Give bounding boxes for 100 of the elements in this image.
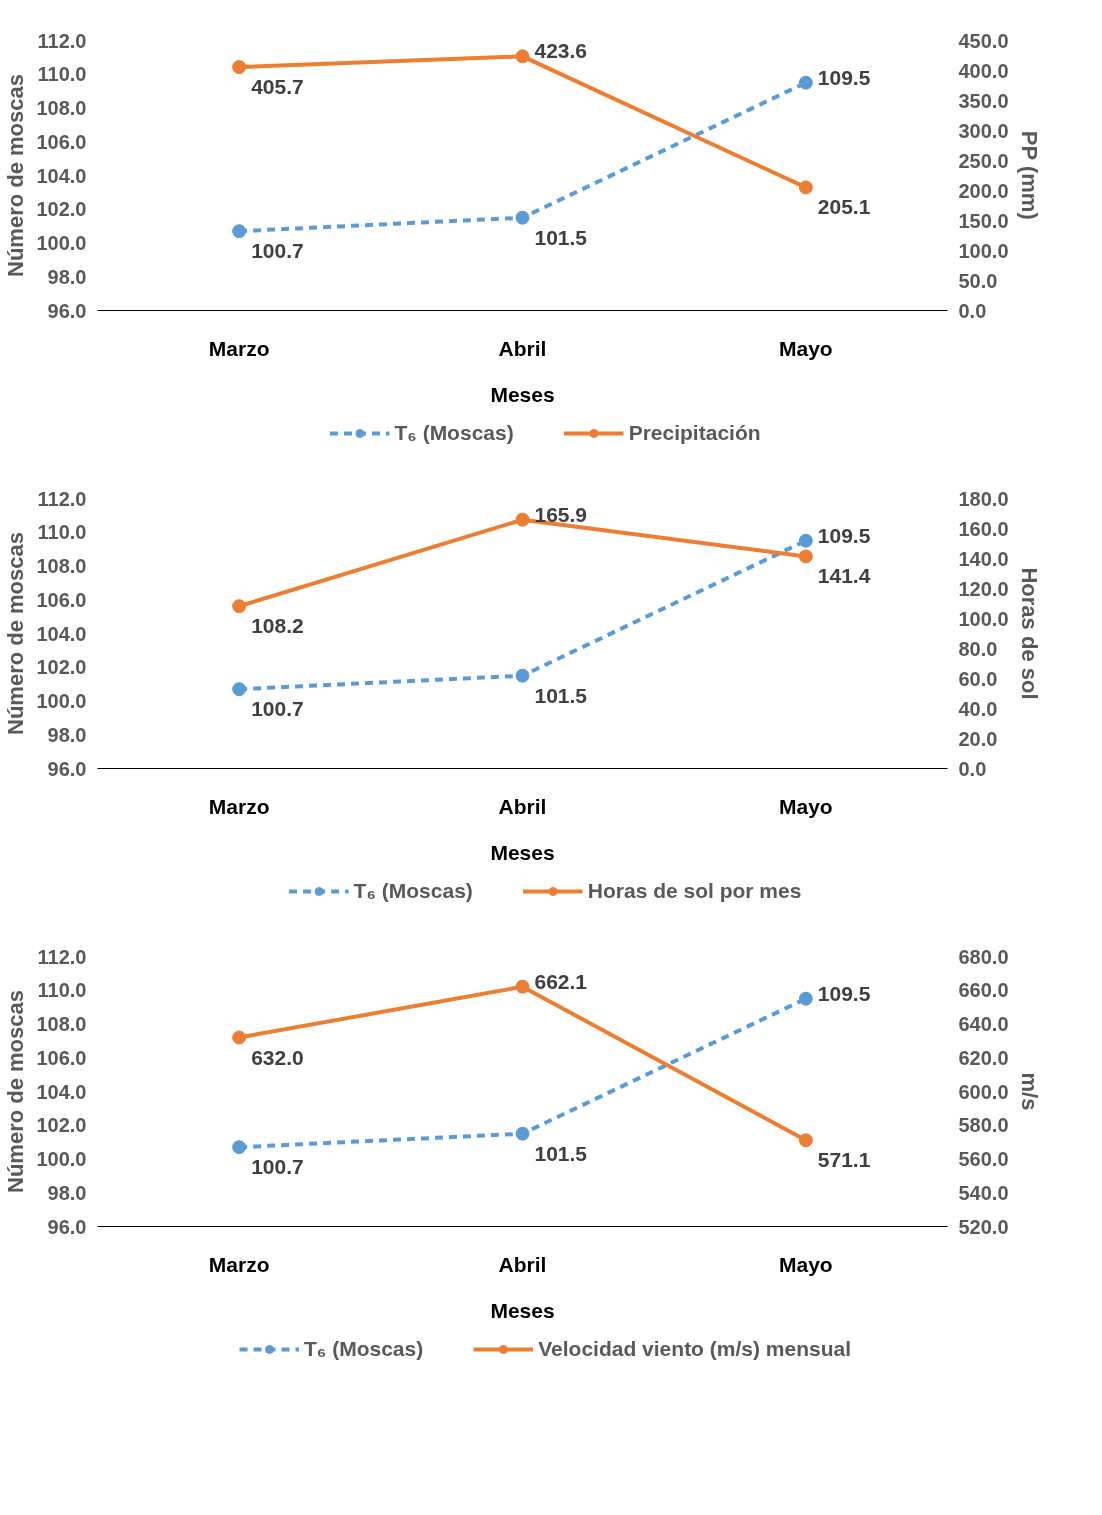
data-label: 101.5 [534,1141,588,1165]
y2-tick-label: 660.0 [958,979,1009,1002]
y2-tick-label: 680.0 [958,945,1009,968]
y2-tick-label: 20.0 [958,727,998,750]
y-tick-label: 106.0 [36,588,87,611]
data-label: 101.5 [534,225,588,249]
y2-tick-label: 520.0 [958,1215,1009,1238]
y-tick-label: 112.0 [37,29,87,52]
data-label: 109.5 [817,65,871,89]
y2-tick-label: 450.0 [958,29,1009,52]
data-label: 109.5 [817,523,871,547]
y-axis-title: Número de moscas [3,532,29,735]
y-tick-label: 104.0 [36,164,87,187]
data-label: 571.1 [817,1148,871,1172]
legend-label: Velocidad viento (m/s) mensual [538,1337,851,1361]
y-tick-label: 98.0 [47,265,87,288]
legend-label: Precipitación [628,421,761,445]
point [798,75,813,90]
y2-tick-label: 560.0 [958,1148,1009,1170]
point [798,180,813,195]
data-label: 423.6 [534,39,588,63]
point [515,668,530,683]
legend-label: T₆ (Moscas) [353,879,473,903]
legend-label: Horas de sol por mes [587,879,802,903]
y-tick-label: 110.0 [37,63,87,86]
y2-tick-label: 140.0 [958,547,1009,570]
x-tick-label: Mayo [778,336,833,360]
x-axis-title: Meses [490,382,555,406]
y-tick-label: 112.0 [37,945,87,968]
x-tick-label: Mayo [778,794,833,818]
y-tick-label: 102.0 [36,198,87,221]
point [798,1133,813,1148]
data-label: 632.0 [251,1045,304,1069]
y-tick-label: 108.0 [36,1013,87,1035]
y-tick-label: 104.0 [36,622,87,645]
y-tick-label: 100.0 [36,690,87,712]
y2-tick-label: 180.0 [958,487,1009,510]
y2-axis-title: m/s [1016,1072,1042,1111]
y2-tick-label: 160.0 [958,517,1009,540]
y2-tick-label: 620.0 [958,1046,1009,1069]
y-tick-label: 110.0 [37,979,87,1002]
data-label: 100.7 [251,239,304,263]
y-tick-label: 96.0 [47,757,87,780]
x-tick-label: Marzo [208,794,270,818]
y2-tick-label: 350.0 [958,89,1009,112]
point [232,1140,247,1155]
y-tick-label: 98.0 [47,723,87,746]
point [232,682,247,697]
point [232,60,247,75]
y2-tick-label: 250.0 [958,149,1009,172]
y-tick-label: 98.0 [47,1181,87,1204]
x-tick-label: Abril [498,1252,547,1276]
y2-tick-label: 580.0 [958,1114,1009,1137]
data-label: 101.5 [534,683,588,707]
point [515,979,530,994]
y2-tick-label: 80.0 [958,637,998,660]
point [515,512,530,527]
y-tick-label: 96.0 [47,299,87,322]
y2-tick-label: 300.0 [958,119,1009,142]
y-tick-label: 112.0 [37,487,87,510]
x-tick-label: Marzo [208,336,270,360]
y2-tick-label: 400.0 [958,59,1009,82]
y2-tick-label: 0.0 [958,299,987,322]
point [515,210,530,225]
point [232,224,247,239]
y2-axis-title: PP (mm) [1016,130,1042,220]
y-tick-label: 108.0 [36,97,87,119]
y-axis-title: Número de moscas [3,990,29,1193]
y-tick-label: 100.0 [36,1148,87,1170]
point [798,533,813,548]
x-tick-label: Abril [498,794,547,818]
data-label: 165.9 [534,502,588,526]
y2-tick-label: 0.0 [958,757,987,780]
y2-tick-label: 100.0 [958,607,1009,630]
y2-tick-label: 540.0 [958,1181,1009,1204]
y-tick-label: 110.0 [37,521,87,544]
point [798,549,813,564]
data-label: 141.4 [817,564,871,588]
y2-tick-label: 40.0 [958,697,998,720]
point [232,1030,247,1045]
legend-label: T₆ (Moscas) [394,421,514,445]
y2-tick-label: 120.0 [958,577,1009,600]
y-tick-label: 108.0 [36,555,87,577]
x-tick-label: Marzo [208,1252,270,1276]
y2-tick-label: 50.0 [958,269,998,292]
x-tick-label: Mayo [778,1252,833,1276]
y-tick-label: 96.0 [47,1215,87,1238]
y-axis-title: Número de moscas [3,74,29,277]
y2-tick-label: 60.0 [958,667,998,690]
data-label: 100.7 [251,1155,304,1179]
y-tick-label: 102.0 [36,1114,87,1137]
point [798,991,813,1006]
y-tick-label: 104.0 [36,1080,87,1103]
data-label: 108.2 [251,614,304,638]
data-label: 100.7 [251,697,304,721]
data-label: 109.5 [817,981,871,1005]
y2-tick-label: 200.0 [958,179,1009,202]
x-axis-title: Meses [490,1298,555,1322]
point [232,599,247,614]
y-tick-label: 100.0 [36,232,87,254]
